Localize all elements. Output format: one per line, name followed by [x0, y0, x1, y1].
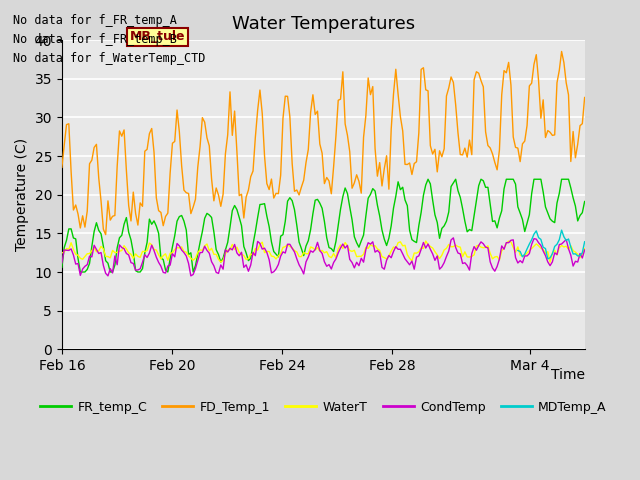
- Y-axis label: Temperature (C): Temperature (C): [15, 138, 29, 251]
- X-axis label: Time: Time: [550, 368, 584, 382]
- Text: No data for f_WaterTemp_CTD: No data for f_WaterTemp_CTD: [13, 52, 205, 65]
- Text: No data for f_FR_temp_A: No data for f_FR_temp_A: [13, 14, 177, 27]
- Title: Water Temperatures: Water Temperatures: [232, 15, 415, 33]
- Text: No data for f_FR_temp_B: No data for f_FR_temp_B: [13, 33, 177, 46]
- Legend: FR_temp_C, FD_Temp_1, WaterT, CondTemp, MDTemp_A: FR_temp_C, FD_Temp_1, WaterT, CondTemp, …: [35, 396, 612, 419]
- Text: MB_tule: MB_tule: [130, 30, 186, 43]
